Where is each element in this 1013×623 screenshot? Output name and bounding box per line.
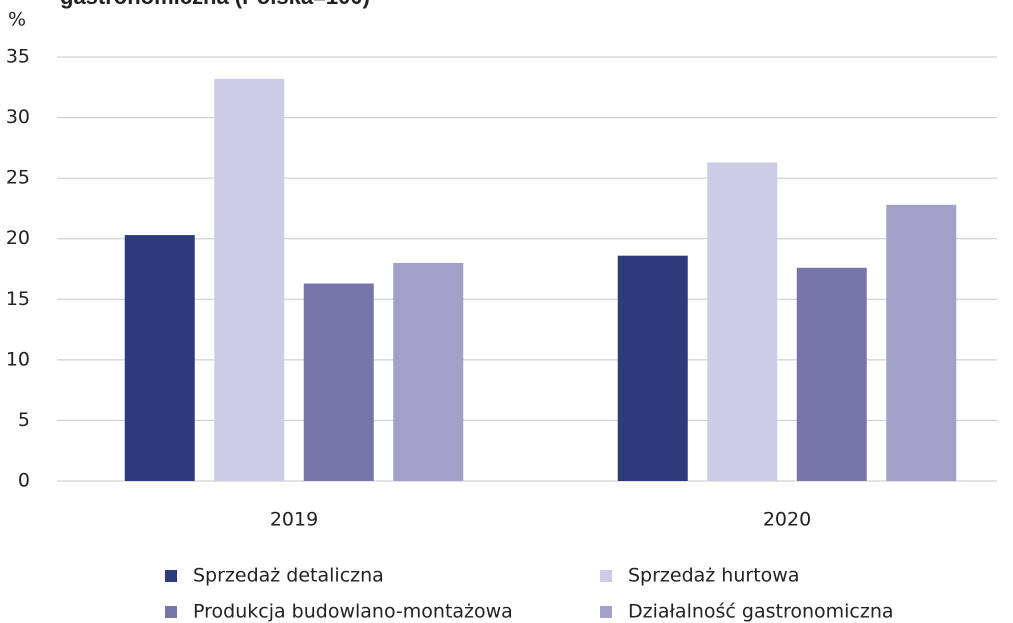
bar [617, 255, 688, 481]
x-tick-label: 2020 [763, 509, 811, 531]
bar [393, 262, 464, 481]
y-unit: % [8, 9, 26, 31]
bar [303, 283, 374, 481]
bar [796, 267, 867, 481]
bar [214, 78, 285, 481]
legend-swatch [165, 606, 177, 618]
y-tick-label: 0 [18, 470, 30, 492]
bar [886, 204, 957, 481]
y-tick-label: 35 [6, 46, 30, 68]
legend-swatch [600, 606, 612, 618]
y-tick-label: 30 [6, 106, 30, 128]
x-tick-label: 2019 [270, 509, 318, 531]
legend-label: Sprzedaż detaliczna [193, 565, 384, 587]
legend-swatch [165, 570, 177, 582]
bar [707, 162, 778, 481]
legend-swatch [600, 570, 612, 582]
y-tick-label: 10 [6, 348, 30, 370]
legend-label: Sprzedaż hurtowa [628, 565, 799, 587]
y-tick-label: 20 [6, 227, 30, 249]
bar [124, 235, 195, 481]
y-tick-label: 15 [6, 288, 30, 310]
y-tick-label: 25 [6, 167, 30, 189]
legend-label: Działalność gastronomiczna [628, 601, 894, 623]
chart-title: gastronomiczna (Polska=100) [60, 0, 370, 9]
legend-label: Produkcja budowlano-montażowa [193, 601, 513, 623]
y-tick-label: 5 [18, 409, 30, 431]
